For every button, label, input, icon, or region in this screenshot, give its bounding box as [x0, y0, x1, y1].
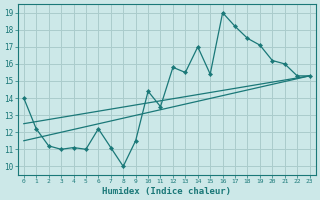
X-axis label: Humidex (Indice chaleur): Humidex (Indice chaleur): [102, 187, 231, 196]
